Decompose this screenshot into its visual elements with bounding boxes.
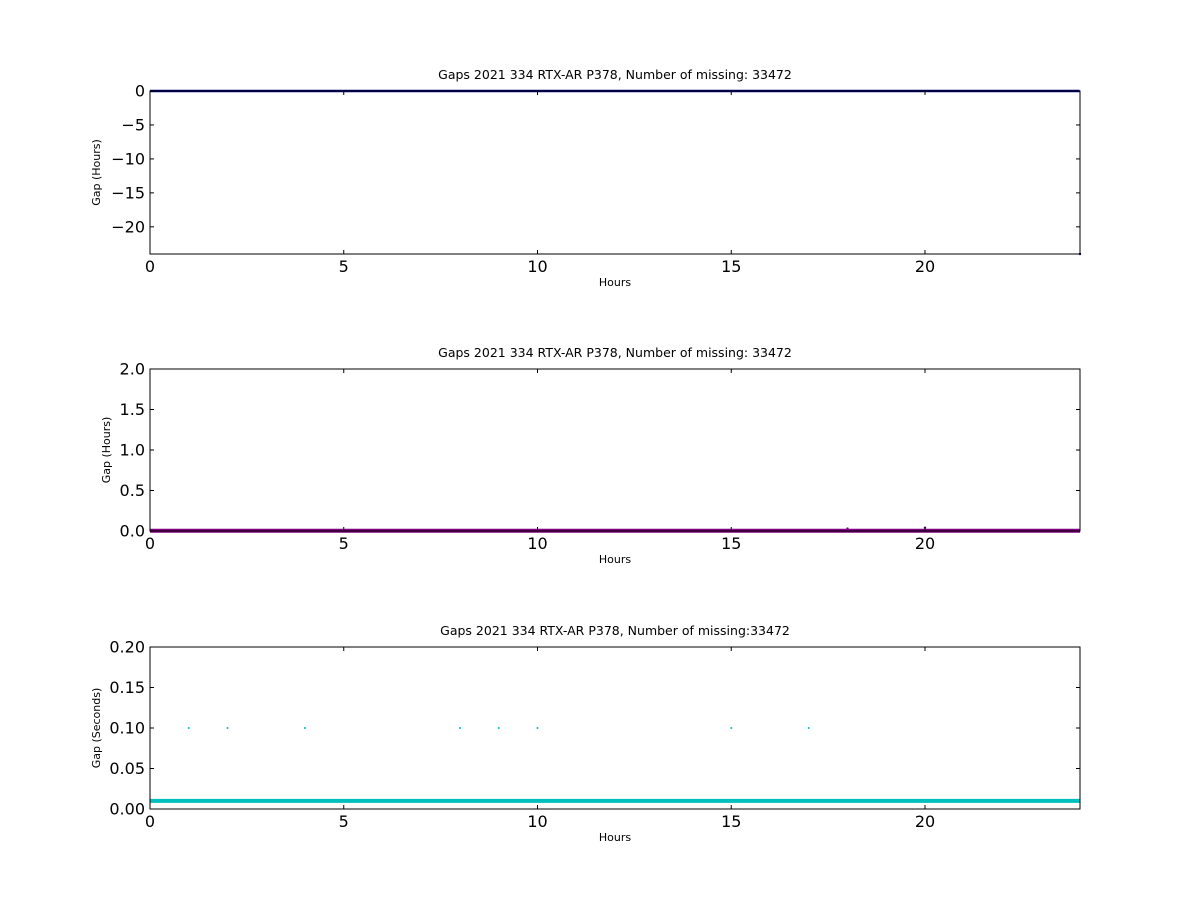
- y-tick-label: 0.00: [109, 800, 145, 819]
- data-point: [536, 727, 539, 729]
- data-point: [304, 727, 306, 729]
- data-point: [730, 727, 733, 729]
- plot-area: [150, 89, 1082, 256]
- plot-area: [150, 526, 1080, 533]
- chart-panel-1: 0 5 10 15 20 0 −5 −10 −15 −20 Gaps 2021 334 RTX-AR…: [90, 67, 1082, 289]
- y-axis-label: Gap (Hours): [90, 139, 103, 206]
- y-tick-label: 1.5: [120, 400, 145, 419]
- chart-title: Gaps 2021 334 RTX-AR P378, Number of mis…: [438, 345, 792, 360]
- y-axis-label: Gap (Hours): [100, 417, 113, 484]
- x-tick-label: 20: [915, 812, 935, 831]
- x-tick-label: 15: [721, 812, 741, 831]
- y-tick-label: 0.5: [120, 481, 145, 500]
- y-tick-label: −10: [111, 149, 145, 168]
- x-tick-label: 0: [145, 812, 155, 831]
- chart-panel-2: 0 5 10 15 20 0.0 0.5 1.0 1.5 2.0 Gaps 2021 334 RTX…: [100, 345, 1081, 566]
- y-tick-label: 0.10: [109, 719, 145, 738]
- y-axis-label: Gap (Seconds): [90, 688, 103, 769]
- y-tick-label: 0.15: [109, 678, 145, 697]
- plot-area: [150, 727, 1080, 803]
- x-tick-label: 0: [145, 534, 155, 553]
- x-axis-label: Hours: [599, 276, 631, 289]
- y-tick-label: 2.0: [120, 360, 145, 379]
- x-tick-label: 10: [527, 534, 547, 553]
- y-tick-label: 0.05: [109, 759, 145, 778]
- y-tick-label: −5: [121, 115, 145, 134]
- data-point: [187, 727, 190, 729]
- data-point: [846, 527, 849, 530]
- data-point: [807, 727, 810, 729]
- x-tick-label: 5: [339, 257, 349, 276]
- x-axis-label: Hours: [599, 831, 631, 844]
- data-point: [459, 727, 461, 729]
- chart-panel-3: 0 5 10 15 20 0.00 0.05 0.10 0.15 0.20 Gaps 2021 33…: [90, 623, 1081, 844]
- plot-frame: [149, 368, 1081, 532]
- x-tick-label: 20: [915, 257, 935, 276]
- x-tick-label: 15: [721, 257, 741, 276]
- chart-title: Gaps 2021 334 RTX-AR P378, Number of mis…: [440, 623, 790, 638]
- plot-frame: [149, 646, 1081, 810]
- y-tick-label: 0.0: [120, 522, 145, 541]
- y-tick-label: −20: [111, 217, 145, 236]
- y-tick-label: 0: [135, 82, 145, 101]
- x-tick-label: 5: [339, 812, 349, 831]
- y-tick-label: 0.20: [109, 638, 145, 657]
- data-point: [226, 727, 229, 729]
- plot-frame: [149, 90, 1081, 255]
- x-tick-label: 0: [145, 257, 155, 276]
- x-tick-label: 5: [339, 534, 349, 553]
- y-tick-label: 1.0: [120, 441, 145, 460]
- x-tick-label: 20: [915, 534, 935, 553]
- data-point: [497, 727, 500, 729]
- y-tick-label: −15: [111, 183, 145, 202]
- x-tick-label: 15: [721, 534, 741, 553]
- x-tick-label: 10: [527, 812, 547, 831]
- chart-title: Gaps 2021 334 RTX-AR P378, Number of mis…: [438, 67, 792, 82]
- x-tick-label: 10: [527, 257, 547, 276]
- x-axis-label: Hours: [599, 553, 631, 566]
